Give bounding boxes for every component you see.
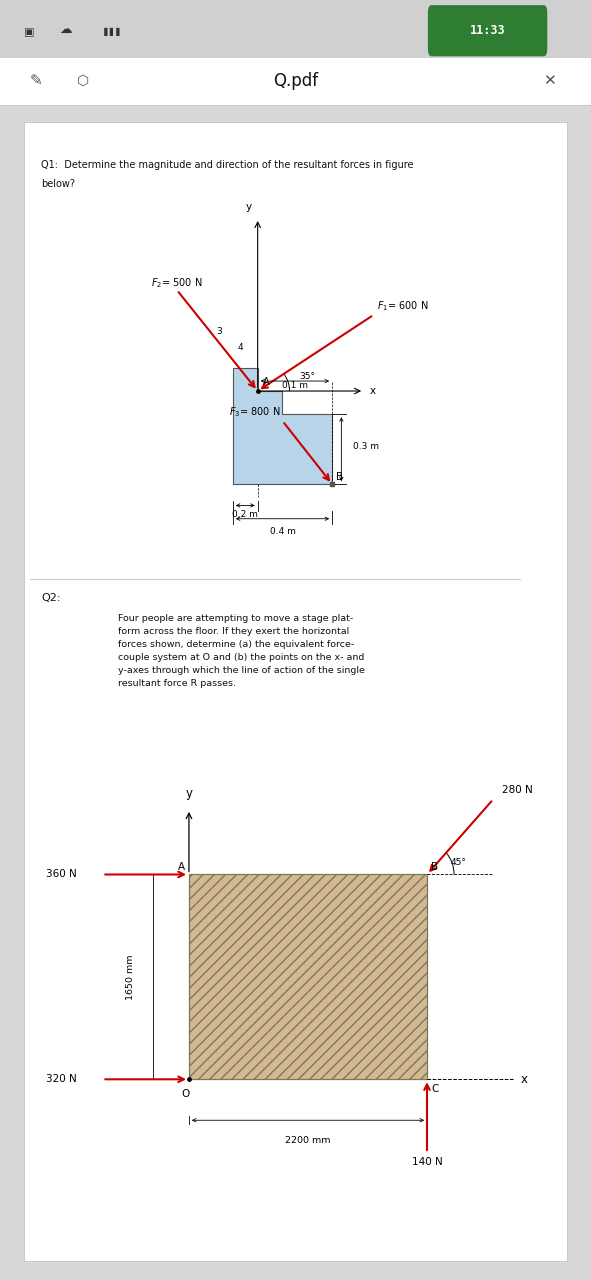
Text: $F_1$= 600 N: $F_1$= 600 N: [378, 300, 429, 314]
Text: O: O: [181, 1089, 190, 1100]
Text: Four people are attempting to move a stage plat-
form across the floor. If they : Four people are attempting to move a sta…: [118, 614, 365, 687]
Text: 11:33: 11:33: [470, 23, 505, 37]
Text: ⬡: ⬡: [77, 74, 89, 87]
Text: 320 N: 320 N: [46, 1074, 77, 1084]
FancyBboxPatch shape: [0, 0, 591, 58]
Polygon shape: [233, 367, 332, 484]
Text: 45°: 45°: [450, 858, 466, 867]
Text: 4: 4: [238, 343, 243, 352]
Text: 0.1 m: 0.1 m: [281, 380, 307, 389]
Text: A: A: [262, 378, 269, 387]
Text: y: y: [186, 787, 193, 800]
Text: C: C: [431, 1084, 439, 1093]
Text: 0.4 m: 0.4 m: [269, 527, 296, 536]
Text: 360 N: 360 N: [46, 869, 77, 879]
Text: x: x: [370, 387, 376, 396]
FancyBboxPatch shape: [428, 5, 547, 56]
Text: 0.2 m: 0.2 m: [232, 511, 258, 520]
Text: A: A: [178, 861, 185, 872]
Text: below?: below?: [41, 179, 76, 189]
Text: $F_3$= 800 N: $F_3$= 800 N: [229, 406, 281, 420]
FancyBboxPatch shape: [0, 58, 591, 105]
Text: 1650 mm: 1650 mm: [126, 954, 135, 1000]
Text: Q1:  Determine the magnitude and direction of the resultant forces in figure: Q1: Determine the magnitude and directio…: [41, 160, 414, 170]
FancyBboxPatch shape: [0, 105, 591, 1280]
Polygon shape: [189, 874, 427, 1079]
Text: ▣: ▣: [24, 27, 34, 37]
Text: ☁: ☁: [59, 23, 72, 36]
Text: 0.3 m: 0.3 m: [353, 442, 379, 451]
Text: B: B: [336, 472, 343, 483]
FancyBboxPatch shape: [24, 122, 567, 1261]
Text: 3: 3: [216, 328, 222, 337]
Text: Q2:: Q2:: [41, 593, 61, 603]
Text: $F_2$= 500 N: $F_2$= 500 N: [151, 276, 203, 291]
Text: B: B: [431, 861, 439, 872]
Text: 280 N: 280 N: [502, 785, 532, 795]
Text: ▐▐▐: ▐▐▐: [100, 27, 120, 37]
Text: ✎: ✎: [30, 73, 43, 88]
Text: 140 N: 140 N: [411, 1157, 443, 1167]
Text: Q.pdf: Q.pdf: [273, 72, 318, 90]
Text: x: x: [521, 1073, 528, 1085]
Text: 35°: 35°: [299, 372, 315, 381]
Text: 2200 mm: 2200 mm: [285, 1137, 331, 1146]
Text: ✕: ✕: [543, 73, 556, 88]
Text: y: y: [246, 202, 252, 212]
